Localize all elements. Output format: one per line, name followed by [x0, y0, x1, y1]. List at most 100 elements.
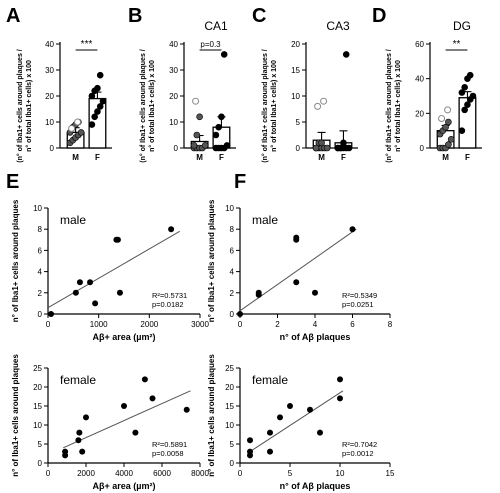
chart-D-point-F [458, 127, 466, 134]
chart-B-ytick-label: 0 [174, 144, 179, 153]
chart-E-female-ytick-label: 10 [33, 421, 42, 430]
chart-C-ytick-label: 15 [291, 66, 300, 75]
chart-F-female-pvalue: p=0.0012 [342, 449, 374, 458]
panel-letter-D: D [372, 5, 386, 27]
chart-F-male-ytick-label: 10 [225, 204, 234, 213]
chart-C-point-M [323, 144, 331, 152]
chart-E-female-ytick-label: 5 [38, 440, 43, 449]
chart-B-xtick-label-F: F [219, 153, 224, 162]
chart-B-point-M [196, 113, 203, 121]
chart-E-female-point [121, 403, 127, 409]
chart-D-significance: ** [453, 39, 461, 50]
chart-F-female-ytick-label: 15 [225, 402, 234, 411]
chart-C-outlier-M [314, 102, 322, 110]
chart-F-male-ytick-label: 6 [230, 246, 235, 255]
chart-E-male-xtick-label: 0 [46, 320, 51, 329]
chart-A-xtick-label-F: F [95, 153, 100, 162]
chart-B-significance: p=0.3 [200, 40, 221, 49]
chart-F-female-ytick-label: 25 [225, 364, 234, 373]
chart-F-male-point [237, 311, 243, 317]
chart-E-male-point [92, 300, 99, 307]
chart-E-male-point [76, 279, 83, 286]
chart-C-title: CA3 [326, 19, 350, 33]
chart-E-female-point [79, 448, 86, 455]
chart-E-male-ytick-label: 10 [33, 204, 42, 213]
chart-F-male-ytick-label: 8 [230, 225, 235, 234]
chart-E-male-ytick-label: 0 [38, 310, 43, 319]
chart-F-male-xtick-label: 8 [388, 320, 393, 329]
chart-E-male-r2: R²=0.5731 [152, 291, 187, 300]
chart-F-female-xlabel: n° of Aβ plaques [280, 481, 351, 491]
chart-F-male-xtick-label: 0 [238, 320, 243, 329]
chart-E-female-xtick-label: 0 [46, 469, 51, 478]
chart-F-male-ytick-label: 2 [230, 289, 235, 298]
chart-E-female-pvalue: p=0.0058 [152, 449, 184, 458]
chart-E-male-ylabel: n° of Iba1+ cells around plaques [11, 199, 20, 322]
chart-B-point-F [223, 142, 231, 149]
chart-A-ytick-label: 30 [45, 66, 54, 75]
chart-C-point-F [345, 144, 353, 152]
chart-C-outlier-M [320, 97, 328, 105]
chart-E-female-xtick-label: 8000 [191, 469, 209, 478]
chart-E-female-point [75, 437, 82, 444]
chart-E-male-fit-line [47, 230, 180, 309]
chart-D-point-F [466, 71, 474, 79]
chart-A-point-F [96, 71, 104, 79]
panel-letter-F: F [234, 171, 246, 193]
chart-F-male-xtick-label: 6 [350, 320, 355, 329]
chart-D-outlier-M [438, 115, 446, 123]
chart-D-point-M [445, 141, 452, 148]
chart-F-female-point [267, 448, 273, 455]
chart-E-female-xtick-label: 4000 [115, 469, 133, 478]
chart-F-female-title: female [252, 373, 288, 387]
chart-D-xtick-label-F: F [465, 153, 470, 162]
chart-F-male-point [255, 291, 262, 298]
chart-E-male-point [72, 289, 79, 296]
chart-C-ylabel-line1: (n° of Iba1+ cells around plaques / [261, 49, 269, 163]
chart-F-male-xtick-label: 4 [313, 320, 318, 329]
chart-E-female-point [132, 429, 139, 436]
chart-F-male-xtick-label: 2 [275, 320, 280, 329]
chart-C-ytick-label: 20 [291, 40, 300, 49]
chart-E-male-ytick-label: 6 [38, 246, 43, 255]
chart-B-xtick-label-M: M [196, 153, 203, 162]
chart-C-point-F [337, 144, 344, 152]
chart-D-point-F [461, 84, 468, 91]
chart-F-male-ytick-label: 0 [230, 310, 235, 319]
chart-F-female-point [307, 406, 313, 413]
chart-F-female-ytick-label: 0 [230, 459, 235, 468]
chart-E-female-point [183, 406, 190, 413]
chart-C-xtick-label-M: M [318, 153, 325, 162]
panel-letter-C: C [252, 5, 266, 27]
panel-letter-A: A [6, 5, 20, 27]
chart-B-point-F [212, 131, 220, 139]
chart-D-xtick-label-M: M [442, 153, 449, 162]
chart-F-female-ytick-label: 20 [225, 383, 234, 392]
panel-letter-B: B [128, 5, 142, 27]
chart-F-male-point [349, 226, 356, 233]
chart-C-point-M [318, 139, 325, 147]
chart-A-ylabel-line2: n° of total Iba1+ cells) x 100 [25, 60, 33, 152]
chart-E-female-ytick-label: 20 [33, 383, 42, 392]
chart-F-female-xtick-label: 5 [288, 469, 293, 478]
chart-A-point-F [99, 97, 107, 105]
chart-F-female-ytick-label: 5 [230, 440, 235, 449]
chart-C-ylabel-line2: n° of total Iba1+ cells) x 100 [270, 60, 278, 152]
chart-C-ytick-label: 0 [296, 144, 301, 153]
chart-A-point-F [94, 84, 101, 92]
chart-D-ylabel-line2: n° of total Iba1+ cells) x 100 [394, 60, 402, 152]
chart-A-ylabel-line1: (n° of Iba1+ cells around plaques / [16, 49, 24, 163]
chart-E-female-point [141, 376, 148, 383]
chart-F-male-xlabel: n° of Aβ plaques [280, 332, 351, 342]
chart-A-point-F [88, 92, 96, 100]
chart-F-female-xtick-label: 0 [238, 469, 243, 478]
chart-E-female-xtick-label: 6000 [153, 469, 171, 478]
chart-F-female-r2: R²=0.7042 [342, 440, 377, 449]
chart-C-xtick-label-F: F [341, 153, 346, 162]
chart-E-male-xlabel: Aβ+ area (µm²) [93, 332, 156, 342]
chart-D-point-F [464, 101, 471, 108]
chart-F-female-point [287, 403, 293, 409]
chart-D-ylabel-line1: (n° of Iba1+ cells around plaques / [385, 49, 393, 163]
chart-E-female-ylabel: n° of Iba1+ cells around plaques [11, 354, 20, 477]
chart-D-point-F [461, 106, 468, 114]
